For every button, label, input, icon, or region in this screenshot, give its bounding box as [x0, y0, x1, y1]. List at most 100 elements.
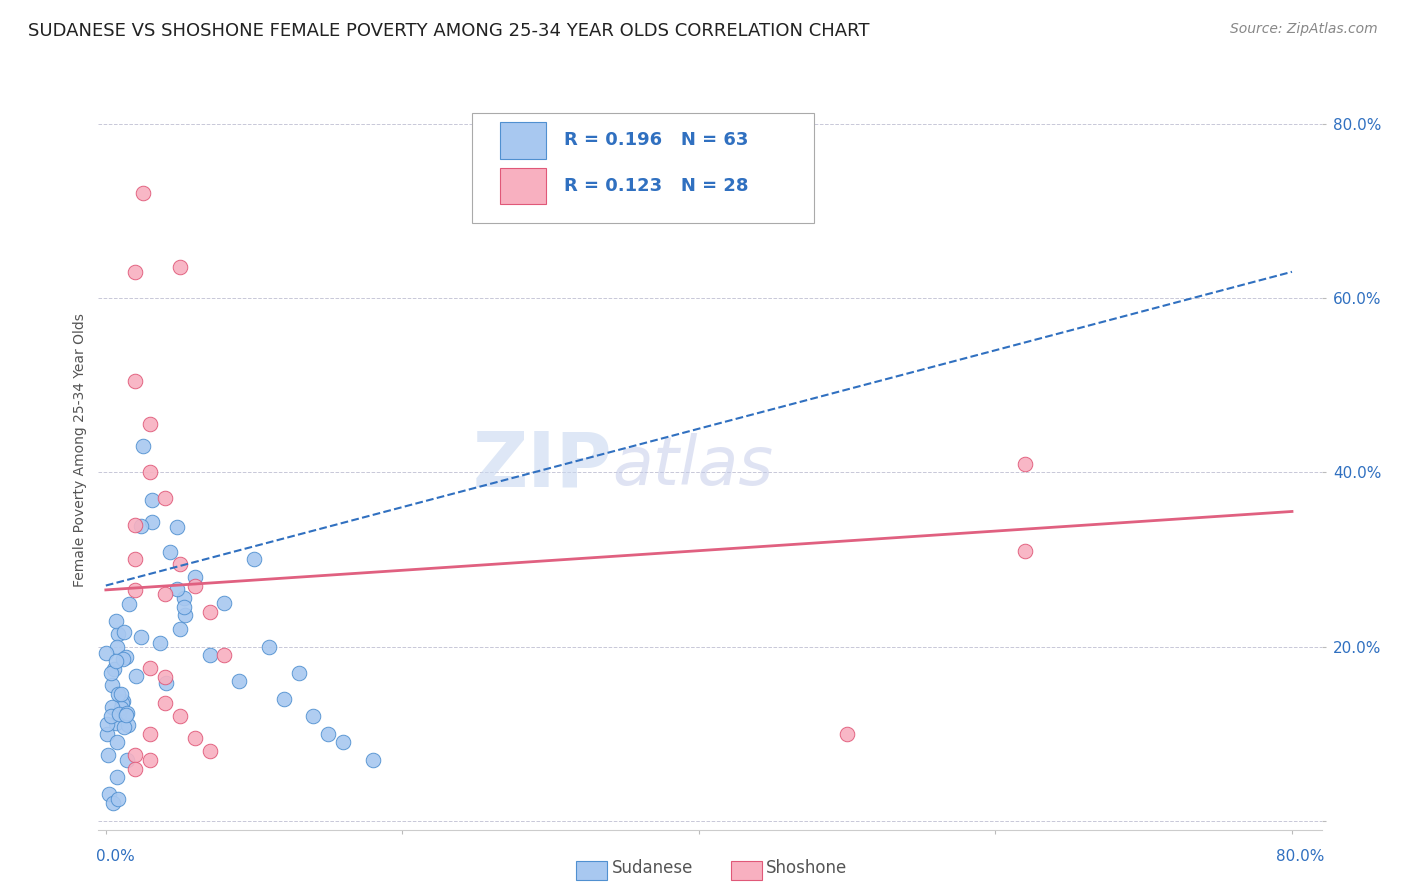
Point	[174, 607, 197, 622]
Point	[273, 691, 295, 706]
Point	[132, 186, 155, 201]
Text: 0.0%: 0.0%	[96, 848, 135, 863]
Point	[115, 753, 138, 767]
Point	[153, 696, 176, 710]
Point	[112, 720, 135, 734]
Point	[107, 627, 129, 641]
Point	[115, 649, 138, 664]
Point	[104, 614, 127, 628]
Point	[287, 665, 309, 680]
Point	[361, 753, 384, 767]
Point	[837, 727, 859, 741]
Point	[97, 788, 120, 802]
Point	[125, 669, 148, 683]
Point	[149, 636, 172, 650]
Point	[214, 648, 236, 663]
Point	[100, 708, 122, 723]
Point	[169, 260, 191, 275]
Point	[139, 417, 162, 432]
Point	[118, 597, 141, 611]
Point	[302, 709, 325, 723]
Point	[124, 374, 146, 388]
Point	[1014, 457, 1036, 471]
Point	[184, 731, 207, 745]
Point	[96, 727, 118, 741]
Point	[111, 651, 134, 665]
Text: SUDANESE VS SHOSHONE FEMALE POVERTY AMONG 25-34 YEAR OLDS CORRELATION CHART: SUDANESE VS SHOSHONE FEMALE POVERTY AMON…	[28, 22, 870, 40]
Point	[169, 557, 191, 571]
Point	[184, 570, 207, 584]
Point	[169, 622, 191, 636]
Point	[129, 630, 152, 644]
Point	[110, 687, 132, 701]
Point	[316, 727, 339, 741]
Point	[103, 797, 125, 811]
Point	[112, 625, 135, 640]
Point	[139, 465, 162, 479]
Point	[243, 552, 266, 566]
Point	[124, 265, 146, 279]
Point	[153, 670, 176, 684]
Point	[1014, 543, 1036, 558]
Point	[107, 770, 129, 784]
Point	[153, 491, 176, 506]
Point	[139, 753, 162, 767]
Point	[108, 706, 131, 721]
Point	[198, 744, 221, 758]
Point	[124, 748, 146, 763]
Point	[124, 762, 146, 776]
Point	[115, 706, 138, 720]
Point	[96, 646, 118, 660]
Point	[169, 709, 191, 723]
Point	[141, 492, 163, 507]
Point	[117, 717, 139, 731]
Bar	[499, 168, 546, 204]
Point	[96, 748, 118, 763]
Y-axis label: Female Poverty Among 25-34 Year Olds: Female Poverty Among 25-34 Year Olds	[73, 313, 87, 588]
Point	[105, 654, 128, 668]
Point	[111, 696, 134, 710]
Point	[112, 693, 135, 707]
Point	[104, 716, 127, 731]
Point	[153, 587, 176, 601]
Point	[166, 520, 188, 534]
Point	[103, 662, 125, 676]
Point	[257, 640, 280, 654]
Point	[159, 544, 181, 558]
Point	[166, 582, 188, 596]
Point	[115, 708, 138, 723]
Text: atlas: atlas	[612, 433, 773, 499]
Bar	[499, 122, 546, 159]
Point	[198, 605, 221, 619]
Text: Shoshone: Shoshone	[766, 859, 848, 877]
FancyBboxPatch shape	[471, 113, 814, 223]
Text: ZIP: ZIP	[472, 429, 612, 502]
Text: R = 0.196   N = 63: R = 0.196 N = 63	[564, 131, 749, 149]
Point	[332, 735, 354, 749]
Point	[101, 699, 124, 714]
Point	[141, 515, 163, 529]
Point	[110, 701, 132, 715]
Point	[155, 676, 177, 690]
Point	[96, 716, 118, 731]
Text: Sudanese: Sudanese	[612, 859, 693, 877]
Point	[132, 439, 155, 453]
Point	[124, 582, 146, 597]
Text: R = 0.123   N = 28: R = 0.123 N = 28	[564, 177, 749, 194]
Point	[173, 591, 195, 605]
Point	[228, 674, 250, 689]
Point	[107, 688, 129, 702]
Point	[129, 519, 152, 533]
Point	[173, 599, 195, 614]
Point	[105, 640, 128, 655]
Point	[105, 735, 128, 749]
Point	[124, 552, 146, 566]
Point	[198, 648, 221, 663]
Text: Source: ZipAtlas.com: Source: ZipAtlas.com	[1230, 22, 1378, 37]
Point	[107, 792, 129, 806]
Point	[139, 661, 162, 675]
Point	[214, 596, 236, 610]
Point	[184, 578, 207, 592]
Point	[139, 727, 162, 741]
Point	[101, 678, 124, 692]
